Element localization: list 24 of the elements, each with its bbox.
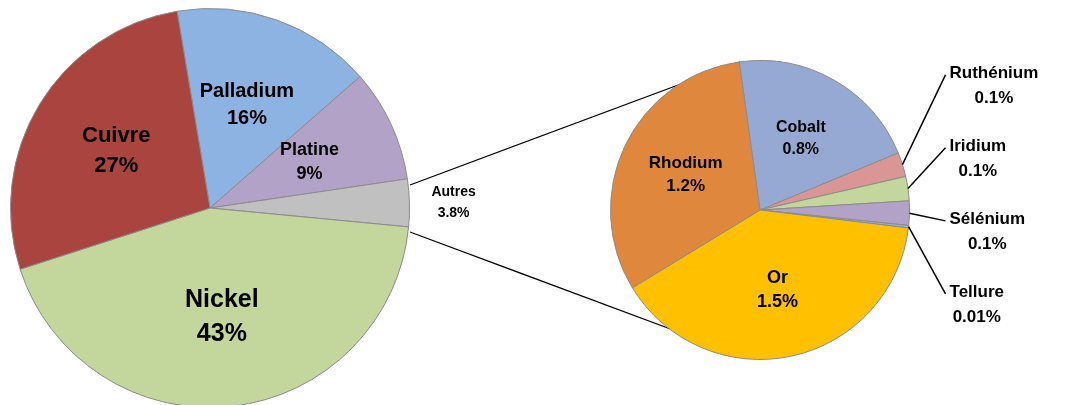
slice-label: Or [766, 267, 788, 288]
slice-label: Rhodium [648, 153, 723, 173]
slice-label: Cuivre [82, 122, 151, 148]
data-label: 0.1% [958, 161, 998, 181]
slice-label: Tellure [949, 281, 1004, 301]
data-label: 16% [226, 105, 268, 128]
data-label: 9% [296, 163, 323, 184]
data-label: 1.2% [666, 176, 706, 196]
slice-label: Autres [431, 183, 476, 200]
data-label: 0.8% [782, 139, 820, 157]
data-label: 43% [196, 317, 247, 346]
slice-label: Ruthénium [949, 62, 1039, 82]
slice-label: Nickel [185, 284, 259, 313]
slice-label: Platine [280, 138, 340, 159]
slice-label: Palladium [199, 78, 295, 101]
data-label: 0.1% [974, 88, 1014, 108]
data-label: 0.01% [952, 307, 1001, 327]
slice-label: Sélénium [949, 208, 1026, 228]
data-label: 1.5% [756, 291, 798, 312]
data-label: 27% [94, 151, 139, 177]
data-label: 0.1% [967, 234, 1007, 254]
data-label: 3.8% [437, 204, 471, 221]
slice-label: Iridium [949, 135, 1007, 155]
slice-label: Cobalt [775, 118, 827, 136]
